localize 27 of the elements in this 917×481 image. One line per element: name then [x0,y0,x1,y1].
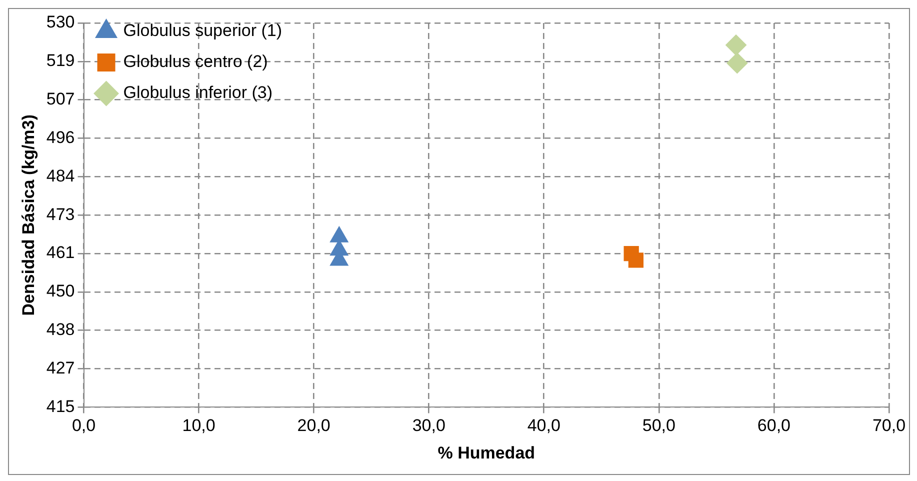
y-tick-label: 450 [46,282,75,301]
y-tick-label: 461 [46,243,75,262]
y-tick-label: 438 [46,320,75,340]
y-tick-label: 473 [46,204,75,224]
x-tick-label: 20,0 [297,416,330,436]
point [330,226,348,242]
point [726,52,748,74]
y-tick-label: 507 [46,90,75,109]
y-tick-label: 519 [46,51,75,70]
y-tick-label: 530 [46,12,75,32]
x-tick-label: 50,0 [642,416,676,436]
x-tick-label: 0,0 [72,416,96,436]
y-axis-title: Densidad Básica (kg/m3) [18,114,38,316]
x-tick-label: 10,0 [182,416,216,436]
x-tick-label: 70,0 [872,416,906,436]
y-tick-label: 484 [46,166,75,186]
legend-label: Globulus centro (2) [123,52,268,72]
legend-label: Globulus inferior (3) [123,83,273,102]
y-tick-label: 496 [46,128,75,147]
legend-label: Globulus superior (1) [123,21,282,40]
x-axis-title: % Humedad [438,443,536,462]
x-tick-label: 60,0 [757,416,791,436]
y-tick-label: 427 [46,358,75,378]
y-tick-label: 415 [46,396,75,416]
x-tick-label: 30,0 [412,416,446,436]
point [726,34,747,56]
x-tick-label: 40,0 [527,416,560,436]
